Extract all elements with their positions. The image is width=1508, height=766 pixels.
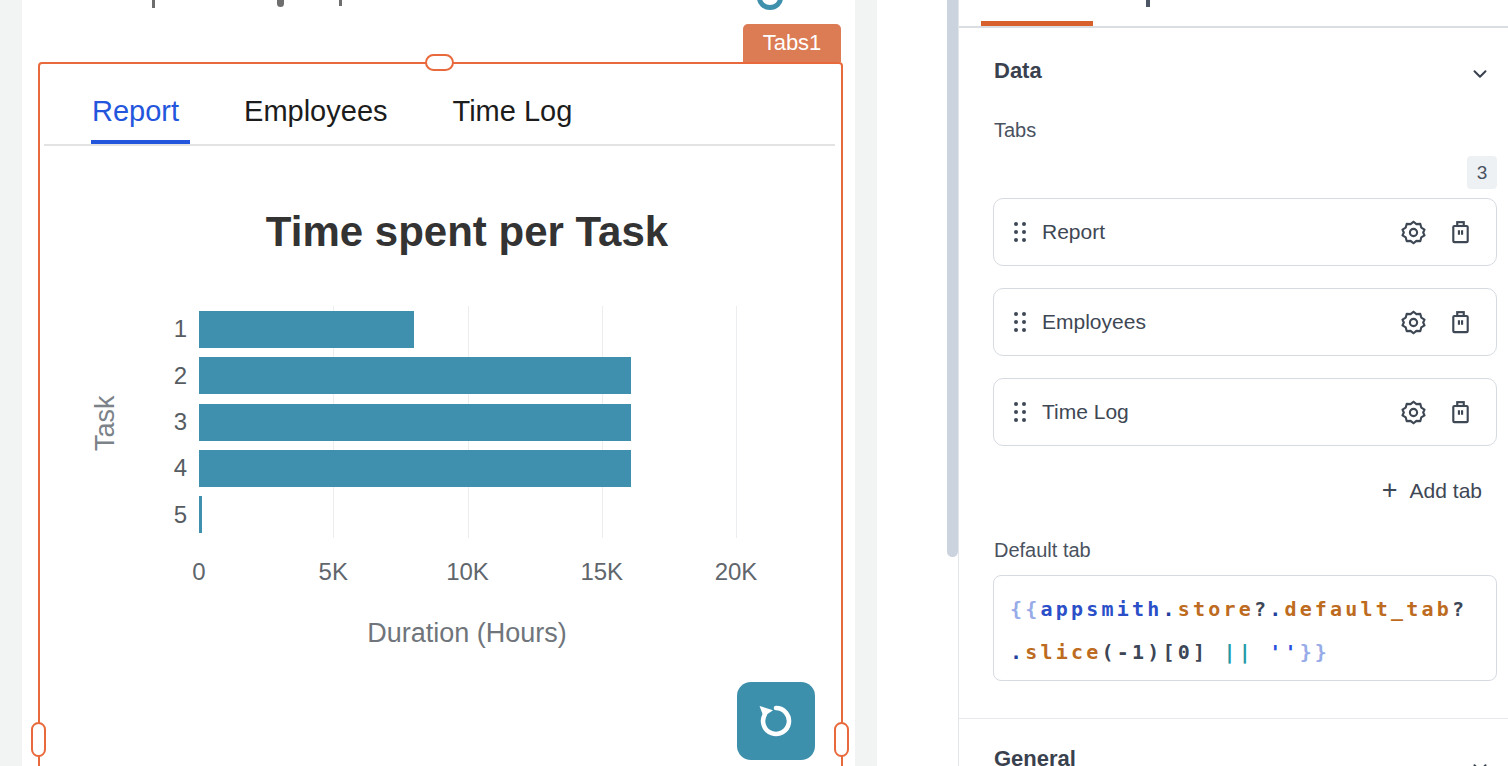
resize-handle-top[interactable] [425, 54, 454, 71]
chart-category-label: 4 [147, 456, 187, 480]
code-line: {{appsmith.store?.default_tab? [1010, 588, 1496, 631]
gear-icon[interactable] [1400, 399, 1427, 426]
chart-bar [199, 450, 631, 487]
tabs-count-badge: 3 [1467, 156, 1497, 189]
chart-x-tick-label: 5K [319, 558, 348, 586]
plus-icon: + [1382, 477, 1398, 504]
chart-y-axis-label: Task [90, 338, 120, 508]
tab-card-label: Time Log [1042, 400, 1380, 424]
widget-name-badge[interactable]: Tabs1 [743, 24, 841, 62]
chevron-down-icon[interactable] [1469, 63, 1491, 85]
chart-plot: 05K10K15K20K12345 [199, 306, 815, 538]
tab-item-list: Report Employees Tim [993, 198, 1497, 468]
chart-category-label: 2 [147, 364, 187, 388]
tab-card-time-log[interactable]: Time Log [993, 378, 1497, 446]
canvas-left-gutter [0, 0, 22, 766]
clipped-text-remnant [339, 0, 342, 6]
drag-handle-icon[interactable] [1014, 312, 1026, 332]
chart-x-tick-label: 15K [580, 558, 623, 586]
widget-tab-time-log[interactable]: Time Log [453, 95, 573, 128]
chart-category-label: 3 [147, 410, 187, 434]
drag-handle-icon[interactable] [1014, 402, 1026, 422]
add-tab-button[interactable]: + Add tab [1382, 477, 1482, 504]
gear-icon[interactable] [1400, 309, 1427, 336]
clipped-refresh-icon [757, 0, 783, 10]
tab-card-employees[interactable]: Employees [993, 288, 1497, 356]
chart-bar [199, 496, 202, 533]
widget-tab-employees[interactable]: Employees [244, 95, 387, 128]
scrollbar-thumb[interactable] [947, 0, 958, 557]
property-pane: Data Tabs 3 Report Employees [958, 0, 1508, 766]
chart-widget[interactable]: Time spent per Task Task 05K10K15K20K123… [44, 180, 890, 740]
chart-bar [199, 404, 631, 441]
clipped-text-remnant [152, 0, 155, 8]
chart-gridline [736, 306, 737, 538]
default-tab-code-input[interactable]: {{appsmith.store?.default_tab?.slice(-1)… [993, 575, 1497, 681]
chevron-down-icon[interactable] [1469, 757, 1491, 766]
chart-x-tick-label: 0 [192, 558, 205, 586]
section-header-data[interactable]: Data [994, 58, 1042, 84]
chart-x-tick-label: 10K [446, 558, 489, 586]
section-header-general[interactable]: General [994, 746, 1076, 766]
tabs-widget-tab-bar: Report Employees Time Log [92, 95, 572, 128]
tab-card-report[interactable]: Report [993, 198, 1497, 266]
chart-title: Time spent per Task [44, 208, 890, 256]
code-line: .slice(-1)[0] || ''}} [1010, 631, 1496, 674]
drag-handle-icon[interactable] [1014, 222, 1026, 242]
pane-section-divider [959, 718, 1508, 719]
trash-icon[interactable] [1447, 219, 1474, 246]
pane-tab-divider [959, 26, 1508, 28]
widget-tab-report[interactable]: Report [92, 95, 179, 128]
trash-icon[interactable] [1447, 309, 1474, 336]
default-tab-label: Default tab [994, 539, 1091, 562]
refresh-ccw-icon [755, 700, 797, 742]
tab-bar-divider [44, 144, 835, 146]
chart-x-tick-label: 20K [715, 558, 758, 586]
tab-card-label: Employees [1042, 310, 1380, 334]
chart-x-axis-label: Duration (Hours) [44, 618, 890, 649]
chart-bar [199, 357, 631, 394]
refresh-button[interactable] [737, 682, 815, 760]
chart-bar [199, 311, 414, 348]
tab-card-label: Report [1042, 220, 1380, 244]
clipped-text-remnant [277, 0, 284, 7]
tabs-field-label: Tabs [994, 119, 1036, 142]
chart-category-label: 5 [147, 503, 187, 527]
trash-icon[interactable] [1447, 399, 1474, 426]
gear-icon[interactable] [1400, 219, 1427, 246]
clipped-pane-tab-label [1146, 0, 1150, 7]
add-tab-label: Add tab [1410, 479, 1482, 503]
chart-category-label: 1 [147, 317, 187, 341]
